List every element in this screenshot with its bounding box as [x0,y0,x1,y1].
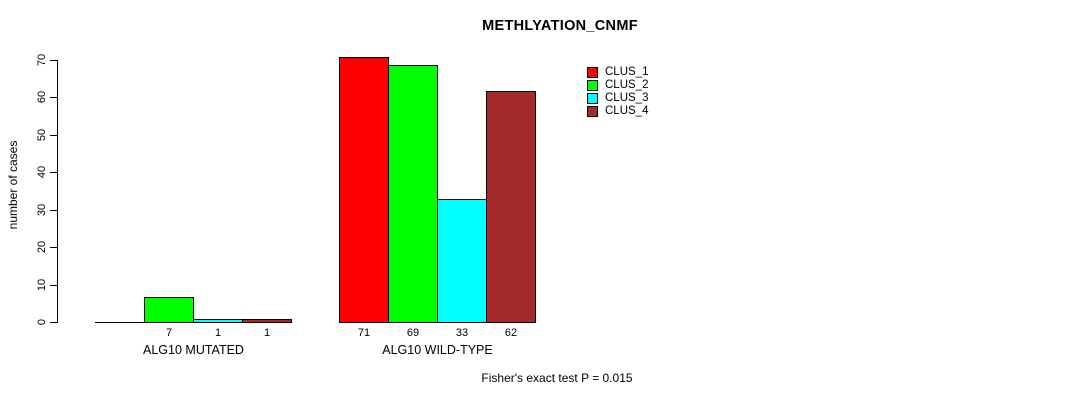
bar-clus_4-1 [242,319,292,323]
bar-value-label: 69 [406,327,420,339]
bar-value-label: 33 [455,327,469,339]
x-category-label: ALG10 MUTATED [143,343,244,357]
y-tick [50,247,57,248]
legend-swatch-clus_4 [587,106,598,117]
bar-clus_4-2 [486,91,536,323]
bar-value-label: 7 [165,327,173,339]
bar-value-label: 71 [357,327,371,339]
y-tick [50,97,57,98]
y-tick [50,172,57,173]
y-tick [50,135,57,136]
bar-value-label: 1 [214,327,222,339]
y-tick [50,60,57,61]
bar-value-label: 62 [504,327,518,339]
bar-clus_2-1 [144,297,194,323]
legend-label: CLUS_4 [605,105,649,117]
bar-clus_3-2 [437,199,487,323]
bar-clus_2-2 [388,65,438,323]
legend-swatch-clus_3 [587,93,598,104]
legend-label: CLUS_3 [605,92,649,104]
y-tick [50,322,57,323]
legend-label: CLUS_1 [605,66,649,78]
annotation-text: Fisher's exact test P = 0.015 [481,371,633,385]
y-axis-line [57,60,58,323]
y-tick [50,210,57,211]
x-category-label: ALG10 WILD-TYPE [382,343,493,357]
chart-title: METHLYATION_CNMF [482,18,638,34]
bar-clus_1-2 [339,57,389,323]
legend-label: CLUS_2 [605,79,649,91]
legend-swatch-clus_1 [587,67,598,78]
bar-value-label: 1 [263,327,271,339]
legend-swatch-clus_2 [587,80,598,91]
y-tick [50,285,57,286]
